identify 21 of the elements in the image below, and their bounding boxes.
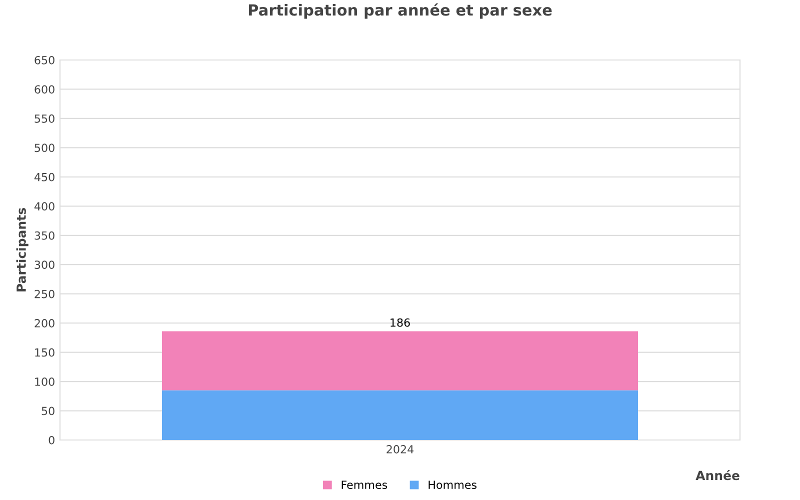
- y-tick-label: 600: [34, 85, 54, 94]
- y-tick-label: 0: [48, 436, 54, 444]
- y-tick-label: 100: [35, 378, 54, 386]
- legend-label: Femmes: [342, 480, 388, 489]
- x-tick-label: 2024: [386, 445, 414, 454]
- y-tick-label: 300: [34, 260, 54, 269]
- x-axis-title: Année: [696, 470, 740, 480]
- y-tick-label: 200: [34, 319, 54, 328]
- y-tick-label: 650: [34, 56, 54, 64]
- y-tick-label: 450: [34, 172, 54, 182]
- y-tick-label: 250: [34, 290, 54, 298]
- y-tick-label: 50: [42, 406, 54, 416]
- y-tick-label: 350: [34, 231, 54, 240]
- y-tick-label: 550: [34, 114, 54, 123]
- chart-title: Participation par année et par sexe: [248, 3, 552, 19]
- legend-label: Hommes: [428, 480, 476, 489]
- y-axis-title: Participants: [16, 208, 28, 292]
- y-tick-label: 150: [35, 348, 54, 357]
- y-tick-label: 500: [34, 144, 54, 152]
- y-tick-label: 400: [34, 202, 54, 211]
- total-label: 186: [390, 318, 410, 327]
